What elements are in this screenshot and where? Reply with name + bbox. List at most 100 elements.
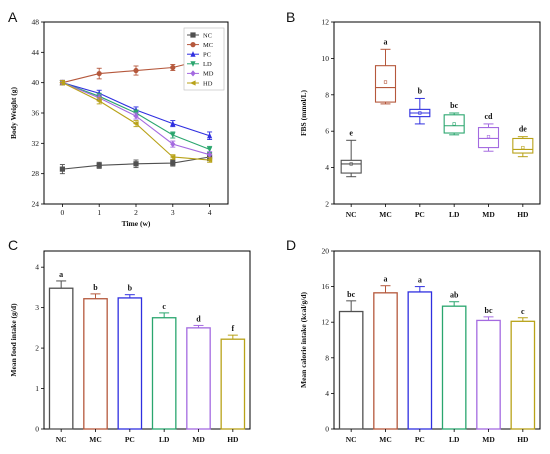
calorie-intake-xtick-label: HD: [517, 435, 529, 444]
significance-letter: b: [418, 86, 423, 95]
significance-letter: a: [384, 275, 388, 284]
body-weight-xlabel: Time (w): [122, 219, 151, 228]
calorie-intake-xtick-label: LD: [449, 435, 460, 444]
significance-letter: cd: [485, 112, 494, 121]
data-point-ld: [170, 132, 176, 139]
data-point-md: [170, 140, 176, 148]
significance-letter: d: [196, 314, 201, 323]
significance-letter: c: [162, 302, 166, 311]
food-intake-xtick-label: MD: [192, 435, 205, 444]
body-weight-xtick-label: 3: [171, 208, 175, 217]
food-intake-ytick-label: 2: [35, 344, 39, 353]
fbs-xtick-label: HD: [517, 210, 529, 219]
body-weight-xtick-label: 1: [97, 208, 101, 217]
data-point-hd: [96, 98, 102, 104]
data-point-hd: [169, 154, 176, 160]
food-intake-ytick-label: 0: [35, 425, 39, 434]
mean-marker: [452, 122, 456, 126]
food-intake-xtick-label: PC: [125, 435, 135, 444]
legend-label-md: MD: [203, 71, 214, 78]
fbs-frame: [333, 21, 541, 205]
calorie-intake-xtick-label: MD: [482, 435, 495, 444]
significance-letter: a: [59, 270, 63, 279]
panel-label-a: A: [8, 9, 18, 25]
food-intake-ytick-label: 3: [35, 303, 39, 312]
legend-label-pc: PC: [203, 52, 211, 59]
calorie-intake-ytick-label: 20: [322, 247, 330, 256]
data-point-hd: [206, 157, 213, 163]
calorie-intake-ytick-label: 12: [322, 318, 330, 327]
box-nc: [340, 159, 362, 174]
bar-mc: [373, 292, 398, 430]
calorie-intake-xtick-label: PC: [415, 435, 425, 444]
legend-marker-mc: [190, 42, 196, 48]
bar-hd: [220, 338, 246, 430]
calorie-intake-ytick-label: 4: [325, 389, 329, 398]
bar-md: [186, 327, 211, 430]
data-point-md: [133, 112, 139, 120]
bar-md: [476, 319, 501, 430]
body-weight-xtick-label: 2: [134, 208, 138, 217]
food-intake-bar-chart: 0 1 2 3 4 Mean food intake (g/d) a NC b MC b PC c LD d…: [9, 250, 251, 444]
calorie-intake-xtick-label: NC: [346, 435, 357, 444]
body-weight-ytick-label: 44: [32, 48, 40, 57]
food-intake-frame: [43, 250, 251, 430]
calorie-intake-xtick-label: MC: [379, 435, 392, 444]
significance-letter: de: [519, 125, 527, 134]
significance-letter: c: [521, 307, 525, 316]
significance-letter: e: [349, 128, 353, 137]
fbs-xtick-label: MD: [482, 210, 495, 219]
fbs-ytick-label: 10: [322, 54, 330, 63]
body-weight-ytick-label: 32: [32, 139, 40, 148]
fbs-ytick-label: 2: [325, 200, 329, 209]
legend-label-ld: LD: [203, 61, 212, 68]
body-weight-ytick-label: 28: [32, 169, 40, 178]
data-point-pc: [207, 132, 213, 139]
box-ld: [443, 114, 465, 134]
bar-nc: [338, 310, 364, 430]
panel-label-d: D: [286, 237, 296, 253]
bar-ld: [151, 317, 177, 430]
calorie-intake-ytick-label: 16: [322, 282, 330, 291]
fbs-ytick-label: 6: [325, 127, 329, 136]
data-point-ld: [207, 146, 213, 153]
data-point-mc: [170, 64, 176, 71]
bar-hd: [510, 320, 536, 430]
mean-marker: [521, 145, 525, 150]
mean-marker: [418, 111, 422, 115]
box-mc: [374, 65, 397, 103]
bar-nc: [48, 287, 74, 430]
calorie-intake-ylabel: Mean calorie intake (kcal/g/d): [299, 291, 308, 388]
data-point-hd: [59, 80, 65, 86]
body-weight-ytick-label: 40: [32, 78, 40, 87]
panel-label-c: C: [8, 237, 18, 253]
food-intake-ylabel: Mean food intake (g/d): [9, 303, 18, 377]
significance-letter: f: [231, 324, 234, 333]
body-weight-line-chart: 24 28 32 36 40 44 48 Body Weight (g) 0 1 2 3 4 Time (…: [9, 18, 229, 228]
legend-marker-ld: [190, 61, 196, 67]
calorie-intake-ytick-label: 8: [325, 353, 329, 362]
mean-marker: [349, 162, 353, 166]
body-weight-ytick-label: 36: [32, 109, 40, 118]
data-point-mc: [133, 67, 139, 74]
food-intake-xtick-label: LD: [159, 435, 170, 444]
fbs-xtick-label: PC: [415, 210, 425, 219]
data-point-nc: [170, 160, 176, 166]
bar-pc: [407, 291, 433, 430]
fbs-ytick-label: 4: [325, 163, 329, 172]
food-intake-ytick-label: 1: [35, 384, 39, 393]
significance-letter: bc: [347, 290, 355, 299]
body-weight-xtick-label: 0: [61, 208, 65, 217]
significance-letter: ab: [450, 291, 459, 300]
bar-pc: [117, 297, 143, 430]
body-weight-ylabel: Body Weight (g): [9, 87, 18, 139]
mean-marker: [383, 80, 388, 84]
data-point-pc: [170, 120, 176, 127]
bar-ld: [441, 305, 467, 430]
legend-box: [183, 27, 225, 91]
legend-marker-pc: [190, 51, 196, 57]
significance-letter: bc: [450, 101, 458, 110]
mean-marker: [486, 135, 491, 139]
fbs-ylabel: FBS (mmol/L): [299, 89, 308, 136]
